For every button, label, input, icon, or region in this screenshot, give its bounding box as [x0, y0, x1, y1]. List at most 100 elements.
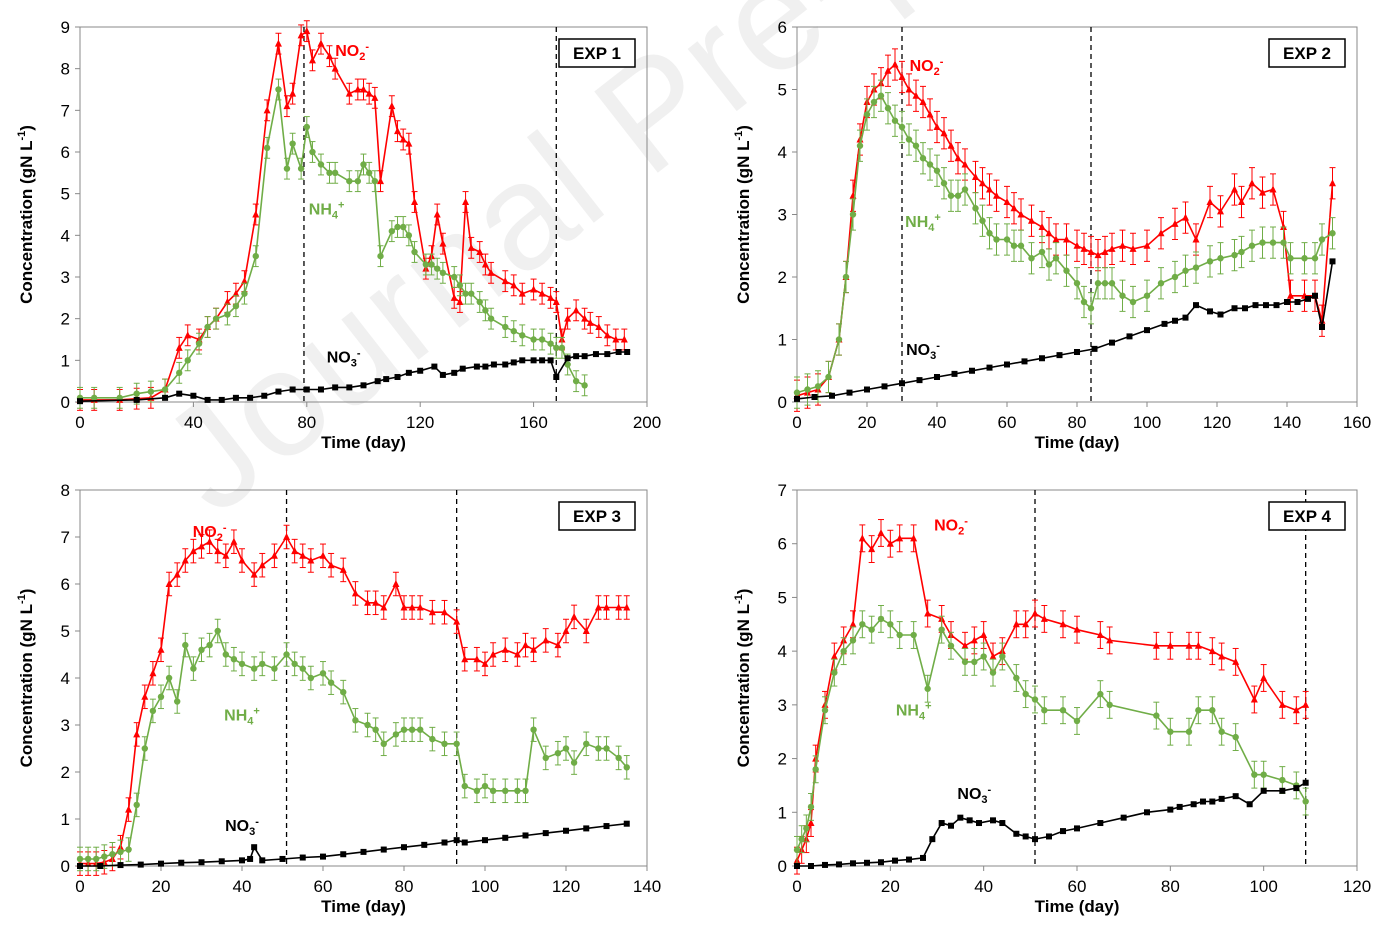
data-point	[1260, 787, 1267, 794]
y-axis-label: Concentration (gN L-1)	[733, 589, 753, 768]
data-point	[394, 127, 402, 135]
data-point	[1218, 728, 1225, 735]
data-point	[332, 384, 339, 391]
y-tick-label: 6	[61, 575, 70, 594]
data-point	[1091, 345, 1098, 352]
data-point	[1157, 280, 1165, 287]
data-point	[905, 85, 913, 93]
data-point	[1032, 836, 1038, 843]
x-axis-label: Time (day)	[1035, 897, 1120, 916]
data-point	[887, 621, 894, 628]
data-point	[411, 248, 418, 256]
data-point	[793, 846, 801, 854]
data-point	[1302, 700, 1310, 708]
data-point	[513, 650, 521, 658]
data-point	[502, 361, 509, 368]
y-tick-label: 0	[778, 857, 787, 876]
data-point	[830, 652, 838, 660]
y-tick-label: 1	[61, 810, 70, 829]
data-point	[117, 848, 124, 856]
data-point	[1329, 258, 1336, 265]
data-point	[1217, 255, 1224, 262]
data-point	[77, 398, 83, 405]
data-point	[184, 331, 192, 339]
data-point	[433, 210, 441, 218]
data-point	[1063, 267, 1070, 274]
data-point	[1207, 308, 1213, 315]
data-point	[993, 191, 1000, 199]
data-point	[401, 844, 407, 851]
data-point	[157, 645, 165, 653]
data-point	[1003, 198, 1011, 205]
data-point	[198, 542, 205, 550]
data-point	[453, 837, 460, 844]
data-point	[899, 380, 905, 387]
data-point	[125, 846, 132, 853]
data-point	[1269, 239, 1277, 246]
data-point	[986, 230, 993, 237]
x-tick-label: 60	[998, 413, 1017, 432]
data-point	[938, 820, 945, 827]
series-circle	[793, 604, 1309, 864]
data-point	[1319, 324, 1325, 330]
data-point	[261, 392, 268, 399]
data-point	[1126, 333, 1133, 340]
y-tick-label: 8	[61, 481, 70, 500]
x-tick-label: 80	[297, 413, 316, 432]
x-tick-label: 80	[1068, 413, 1087, 432]
data-point	[431, 363, 438, 370]
data-point	[808, 863, 814, 869]
data-point	[133, 390, 140, 397]
data-point	[176, 390, 183, 397]
y-tick-label: 7	[61, 101, 70, 120]
data-point	[547, 340, 554, 347]
data-point	[999, 820, 1006, 827]
data-point	[456, 282, 464, 289]
data-point	[842, 273, 850, 281]
data-point	[439, 239, 447, 247]
data-point	[896, 534, 904, 542]
data-point	[1248, 242, 1256, 249]
data-point	[615, 603, 623, 611]
x-tick-label: 100	[1133, 413, 1161, 432]
data-point	[811, 394, 818, 400]
data-point	[793, 389, 801, 396]
data-point	[125, 805, 133, 813]
data-point	[1021, 358, 1028, 365]
data-point	[289, 386, 296, 393]
data-point	[1167, 728, 1174, 735]
data-point	[238, 556, 246, 564]
data-point	[190, 392, 197, 399]
data-point	[979, 179, 986, 187]
data-point	[1231, 251, 1238, 259]
data-point	[1248, 179, 1256, 187]
x-tick-label: 100	[471, 877, 499, 896]
data-point	[218, 396, 225, 403]
data-point	[1022, 690, 1029, 698]
series-label: NH4+	[309, 200, 345, 222]
data-point	[972, 205, 979, 212]
data-point	[250, 570, 258, 578]
data-point	[320, 853, 326, 860]
data-point	[1109, 339, 1115, 346]
data-point	[564, 355, 571, 362]
y-tick-label: 5	[778, 81, 787, 100]
data-point	[916, 377, 923, 384]
data-point	[803, 825, 810, 832]
data-point	[174, 698, 181, 705]
data-point	[1259, 188, 1266, 196]
data-point	[149, 707, 157, 715]
data-point	[77, 863, 83, 869]
data-point	[547, 293, 555, 301]
data-point	[1193, 302, 1199, 309]
data-point	[1190, 801, 1197, 808]
series-line	[80, 535, 627, 865]
data-point	[502, 323, 509, 331]
data-point	[821, 707, 829, 714]
data-point	[570, 612, 578, 620]
y-tick-label: 2	[778, 750, 787, 769]
y-tick-label: 8	[61, 60, 70, 79]
data-point	[490, 361, 497, 368]
data-point	[271, 665, 278, 672]
data-point	[858, 534, 866, 542]
